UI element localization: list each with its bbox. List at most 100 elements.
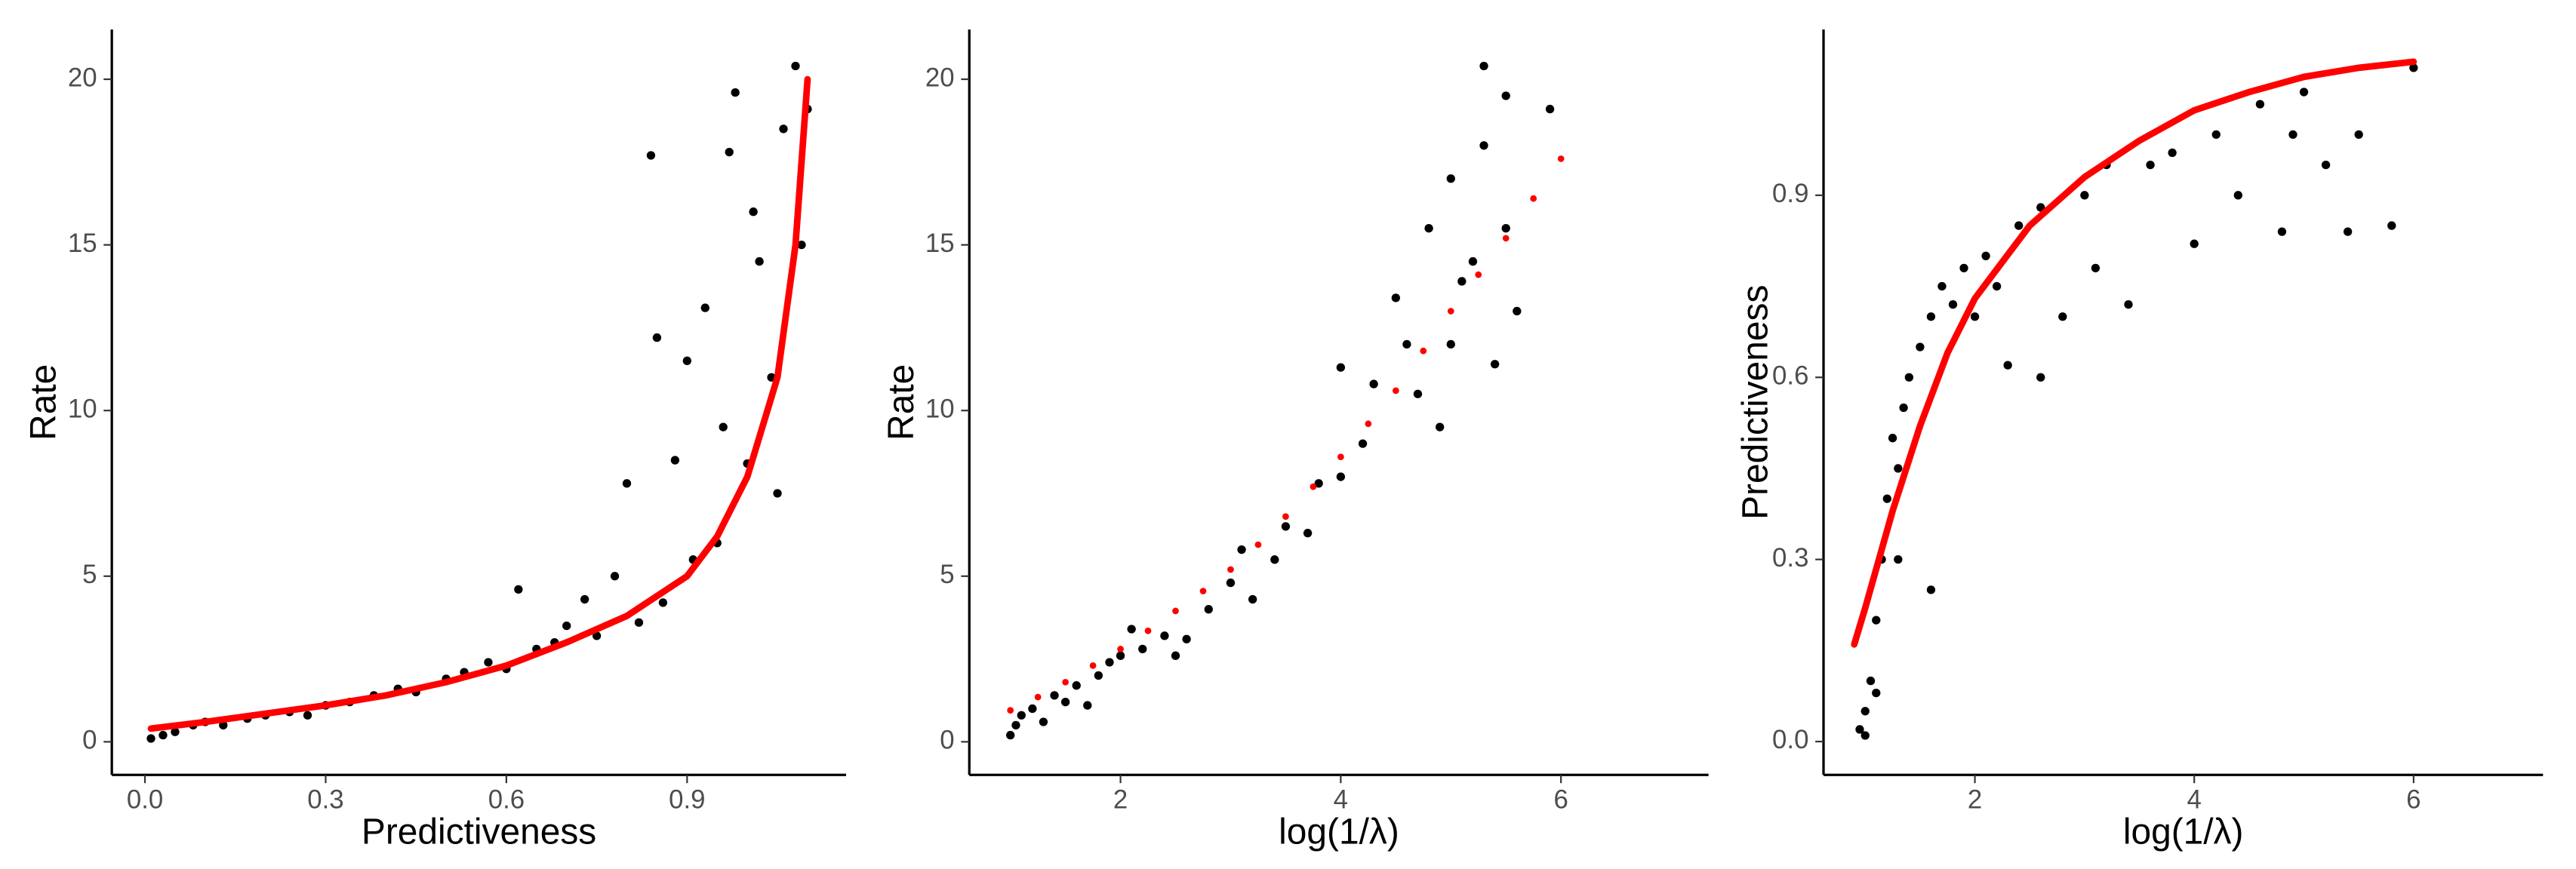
- data-point: [2168, 148, 2177, 158]
- fit-dot: [1199, 588, 1207, 594]
- data-point: [1959, 263, 1968, 273]
- data-point: [2091, 263, 2101, 273]
- data-point: [1060, 698, 1070, 707]
- fit-dot: [1530, 195, 1537, 202]
- data-point: [1369, 379, 1378, 388]
- y-axis-title: Rate: [882, 364, 922, 441]
- data-point: [158, 730, 168, 740]
- data-point: [646, 151, 656, 160]
- data-point: [1226, 578, 1236, 588]
- data-point: [1904, 373, 1914, 382]
- data-point: [1116, 651, 1125, 660]
- data-point: [1882, 494, 1891, 503]
- data-point: [1479, 61, 1488, 71]
- x-tick-label: 6: [1553, 785, 1568, 814]
- data-point: [580, 594, 589, 604]
- data-point: [1270, 555, 1279, 564]
- data-point: [1314, 479, 1323, 488]
- data-point: [1281, 522, 1291, 531]
- data-point: [1490, 360, 1500, 369]
- y-tick-label: 10: [68, 394, 97, 423]
- data-point: [1926, 585, 1936, 594]
- data-point: [1160, 631, 1169, 640]
- data-point: [1513, 306, 1522, 316]
- data-point: [749, 207, 758, 216]
- data-point: [719, 422, 728, 431]
- data-point: [2233, 191, 2242, 200]
- data-point: [1105, 658, 1114, 667]
- data-point: [484, 658, 493, 667]
- data-point: [1981, 251, 1990, 260]
- data-point: [1017, 711, 1026, 720]
- data-point: [791, 61, 800, 71]
- x-tick-label: 2: [1968, 785, 1982, 814]
- data-point: [1992, 281, 2002, 291]
- data-point: [1050, 691, 1059, 700]
- data-point: [779, 124, 788, 134]
- data-point: [2354, 130, 2363, 140]
- data-point: [700, 303, 709, 312]
- fit-dot: [1420, 347, 1427, 355]
- fit-dot: [1089, 662, 1097, 669]
- x-tick-label: 0.6: [488, 785, 525, 814]
- data-point: [1457, 277, 1467, 286]
- data-point: [1501, 91, 1510, 100]
- y-tick-label: 15: [925, 229, 955, 258]
- data-point: [1006, 730, 1015, 740]
- fit-dot: [1254, 541, 1262, 548]
- data-point: [2146, 160, 2155, 170]
- data-point: [1446, 174, 1455, 183]
- data-point: [1894, 464, 1903, 473]
- data-point: [1424, 224, 1433, 233]
- x-tick-label: 0.3: [307, 785, 343, 814]
- data-point: [670, 456, 680, 465]
- fit-dot: [1502, 235, 1510, 242]
- data-point: [1336, 472, 1346, 481]
- y-tick-label: 20: [925, 63, 955, 92]
- data-point: [2014, 221, 2024, 230]
- fit-dot: [1557, 155, 1565, 162]
- data-point: [652, 333, 662, 342]
- data-point: [1926, 312, 1936, 321]
- data-point: [1248, 594, 1257, 604]
- data-point: [2255, 100, 2265, 109]
- data-point: [1011, 720, 1020, 730]
- fit-dot: [1337, 453, 1344, 461]
- y-tick-label: 0: [940, 726, 954, 755]
- data-point: [219, 720, 228, 730]
- data-point: [1336, 363, 1346, 372]
- data-point: [171, 727, 180, 736]
- data-point: [1899, 403, 1908, 413]
- data-point: [1237, 545, 1246, 554]
- data-point: [1413, 389, 1423, 398]
- fit-dot: [1007, 707, 1014, 714]
- data-point: [1446, 339, 1455, 349]
- x-tick-label: 0.9: [669, 785, 705, 814]
- data-point: [1888, 434, 1897, 443]
- data-point: [1479, 141, 1488, 150]
- data-point: [2387, 221, 2396, 230]
- y-tick-label: 0.9: [1772, 179, 1808, 208]
- data-point: [1039, 717, 1048, 726]
- data-point: [2299, 88, 2309, 97]
- fit-dot: [1034, 693, 1042, 701]
- data-point: [1138, 644, 1147, 654]
- data-point: [1894, 554, 1903, 564]
- y-tick-label: 10: [925, 394, 955, 423]
- data-point: [1860, 707, 1870, 716]
- data-point: [2003, 361, 2012, 370]
- data-point: [2036, 203, 2045, 212]
- data-point: [1872, 689, 1881, 698]
- fit-dot: [1310, 483, 1317, 490]
- x-tick-label: 4: [1334, 785, 1348, 814]
- y-axis-title: Predictiveness: [1736, 285, 1776, 520]
- data-point: [1948, 300, 1958, 309]
- data-point: [1083, 701, 1092, 710]
- data-point: [1182, 634, 1191, 643]
- data-point: [658, 598, 668, 607]
- data-point: [2277, 227, 2287, 236]
- data-point: [1855, 725, 1864, 734]
- data-point: [1545, 104, 1555, 114]
- data-point: [562, 622, 571, 631]
